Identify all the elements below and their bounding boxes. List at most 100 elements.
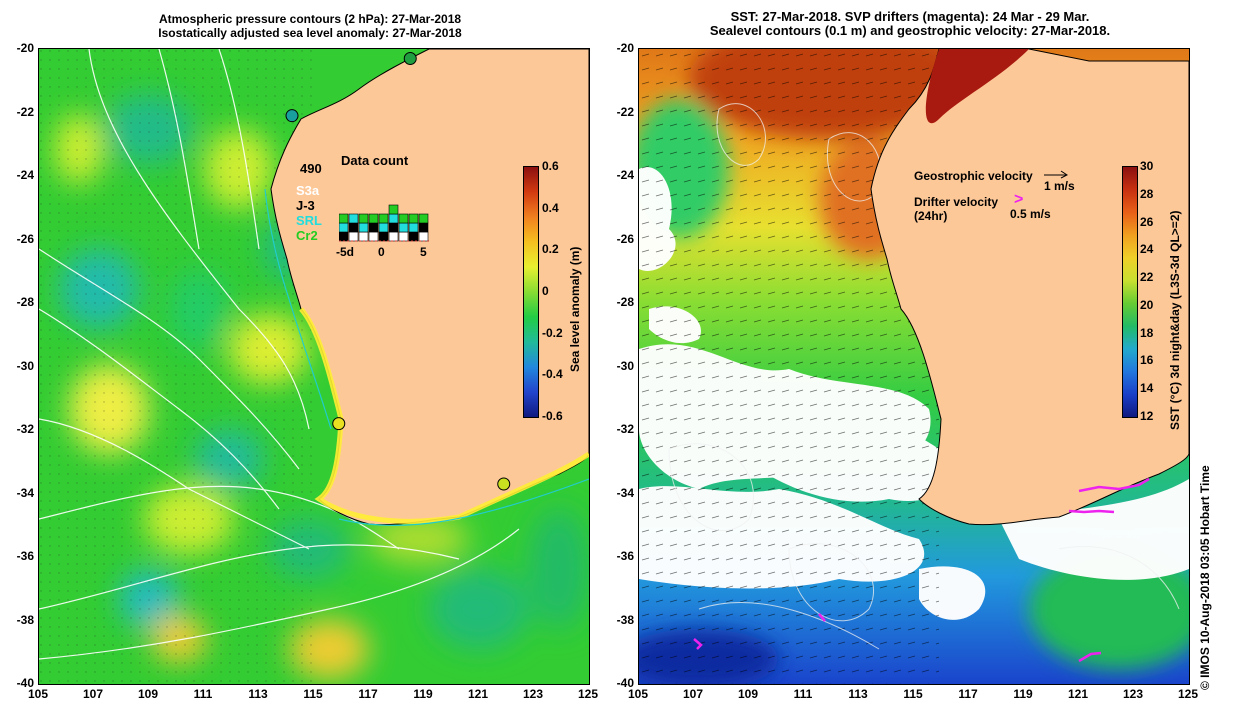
histogram-bar <box>388 213 399 224</box>
histogram-bar <box>348 231 359 242</box>
histogram-bar <box>408 222 419 233</box>
svp-drifters <box>693 477 1150 663</box>
histogram-bar <box>418 213 429 224</box>
left-y-tick: -34 <box>16 485 34 500</box>
sla-colorbar <box>523 166 539 418</box>
histogram-bar <box>408 213 419 224</box>
sst-map[interactable]: Geostrophic velocity 1 m/s Drifter veloc… <box>638 48 1190 685</box>
velocity-legend: Geostrophic velocity 1 m/s Drifter veloc… <box>914 167 1114 247</box>
right-x-tick: 109 <box>737 687 759 701</box>
drifter-velocity-sub: (24hr) <box>914 209 948 223</box>
histogram-bar <box>339 222 349 233</box>
right-y-tick: -28 <box>616 295 634 309</box>
histogram-bar <box>418 231 429 242</box>
tide-gauge-3[interactable] <box>332 417 346 431</box>
histogram-bar <box>339 213 349 224</box>
right-title-line1: SST: 27-Mar-2018. SVP drifters (magenta)… <box>730 9 1090 24</box>
drifter-velocity-label: Drifter velocity <box>914 195 999 209</box>
geostrophic-scale-arrow-icon <box>1044 170 1068 179</box>
mission-label-s3a: S3a <box>296 183 320 198</box>
drifter-scale-arrow-icon: > <box>1014 191 1024 208</box>
sla-map-svg <box>39 49 589 684</box>
histogram-bar <box>408 231 419 242</box>
histogram-x-label: -5d <box>336 245 354 259</box>
right-x-tick: 121 <box>1067 687 1089 701</box>
southern-track <box>338 478 589 527</box>
right-colorbar-tick: 20 <box>1140 297 1154 312</box>
left-title: Atmospheric pressure contours (2 hPa): 2… <box>60 12 560 40</box>
sea-level-anomaly-map[interactable]: 490 Data count S3a J-3 SRL Cr2 -5d 0 5 <box>38 48 590 685</box>
right-y-tick: -20 <box>616 41 634 55</box>
histogram-bar <box>378 231 389 242</box>
right-colorbar-tick: 28 <box>1140 186 1154 201</box>
right-y-tick: -30 <box>616 358 634 373</box>
sla-colorbar-label: Sea level anomaly (m) <box>568 246 582 372</box>
sla-stipple <box>39 49 319 684</box>
histogram-bar <box>368 231 379 242</box>
right-y-tick: -26 <box>616 231 634 246</box>
right-colorbar-tick: 12 <box>1140 409 1154 423</box>
left-x-tick: 119 <box>413 687 433 701</box>
tide-gauge-2[interactable] <box>285 109 299 123</box>
left-colorbar-tick: 0.6 <box>542 159 559 173</box>
histogram-bar <box>348 213 359 224</box>
right-colorbar-tick: 24 <box>1140 242 1154 257</box>
left-y-tick: -38 <box>16 612 34 627</box>
right-x-tick: 107 <box>682 687 704 701</box>
sst-colorbar-label: SST (°C) 3d night&day (L3S-3d QL>=2) <box>1168 210 1182 431</box>
histogram-bar <box>398 231 409 242</box>
tide-gauge-1[interactable] <box>403 52 417 66</box>
left-x-tick: 105 <box>27 687 49 701</box>
left-x-tick: 109 <box>137 687 159 701</box>
histogram-bar <box>388 231 399 242</box>
histogram-bar <box>388 222 399 233</box>
data-count-histogram <box>339 204 429 242</box>
left-x-tick: 117 <box>358 687 378 701</box>
right-colorbar-tick: 26 <box>1140 214 1154 229</box>
left-y-tick: -32 <box>16 422 34 436</box>
data-count-total: 490 <box>300 161 322 176</box>
mission-label-j-3: J-3 <box>296 198 315 213</box>
histogram-bar <box>388 204 399 215</box>
coastal-yellow-band <box>299 307 589 524</box>
right-colorbar-tick: 30 <box>1140 159 1154 173</box>
histogram-bar <box>378 222 389 233</box>
right-y-tick: -34 <box>616 485 634 500</box>
left-x-tick: 113 <box>248 687 268 701</box>
left-y-tick: -22 <box>16 104 34 119</box>
mission-label-cr2: Cr2 <box>296 228 318 243</box>
right-colorbar-tick: 14 <box>1140 381 1154 396</box>
left-y-tick: -36 <box>16 549 34 563</box>
drifter-scale-label: 0.5 m/s <box>1010 207 1051 221</box>
pressure-contours <box>39 49 520 660</box>
left-y-tick: -30 <box>16 358 34 373</box>
right-x-tick: 111 <box>793 687 813 701</box>
right-x-tick: 119 <box>1013 687 1033 701</box>
right-title: SST: 27-Mar-2018. SVP drifters (magenta)… <box>660 10 1160 38</box>
right-x-tick: 113 <box>848 687 868 701</box>
data-count-title: Data count <box>341 153 409 168</box>
histogram-bar <box>348 222 359 233</box>
right-x-tick: 123 <box>1122 687 1144 701</box>
right-colorbar-tick: 22 <box>1140 270 1154 285</box>
right-colorbar-tick: 18 <box>1140 325 1154 340</box>
left-y-tick: -28 <box>16 295 34 309</box>
left-colorbar-tick: 0 <box>542 284 549 298</box>
left-colorbar-tick: -0.2 <box>542 325 563 340</box>
histogram-bar <box>368 213 379 224</box>
histogram-bar <box>398 222 409 233</box>
histogram-bar <box>339 231 349 242</box>
left-colorbar-tick: -0.4 <box>542 367 563 382</box>
geostrophic-scale-label: 1 m/s <box>1044 179 1075 193</box>
right-x-tick: 115 <box>903 687 923 701</box>
histogram-bar <box>368 222 379 233</box>
tide-gauge-4[interactable] <box>497 477 511 491</box>
right-y-tick: -22 <box>616 104 634 119</box>
histogram-bar <box>418 222 429 233</box>
mission-label-srl: SRL <box>296 213 322 228</box>
left-title-line2: Isostatically adjusted sea level anomaly… <box>158 26 462 40</box>
histogram-bar <box>358 222 369 233</box>
right-y-tick: -32 <box>616 422 634 436</box>
tide-gauges <box>285 52 511 491</box>
land-australia-sst <box>870 49 1189 526</box>
